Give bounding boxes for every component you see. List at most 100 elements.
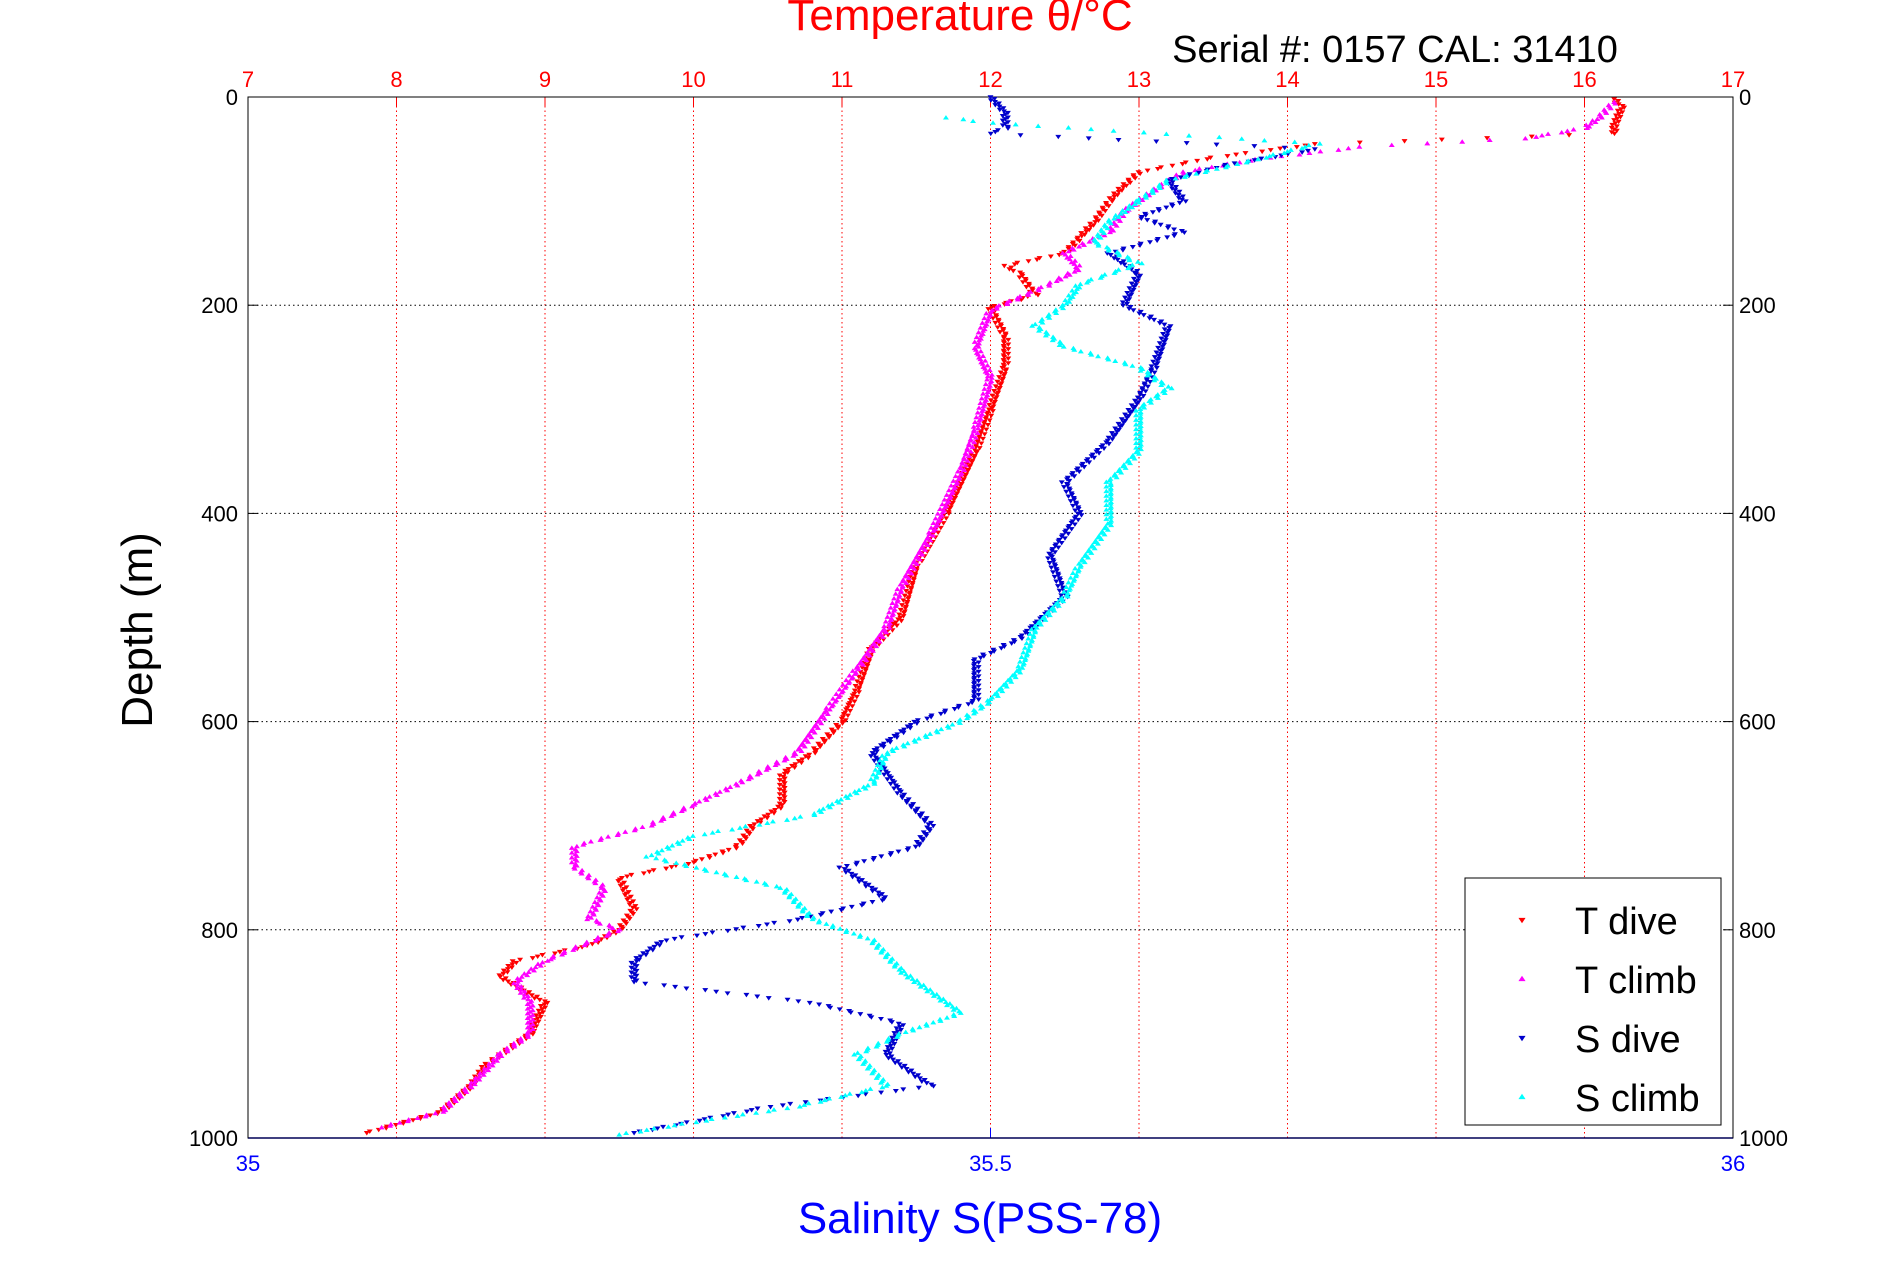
data-point [903,580,910,585]
data-point [945,725,952,730]
data-point [864,782,871,788]
data-point [883,629,890,635]
data-point [689,833,696,838]
data-point [871,758,878,764]
data-point [1032,321,1039,327]
data-point [504,1048,511,1054]
data-point [1150,190,1157,195]
data-point [1157,222,1164,228]
data-point [976,446,983,451]
data-point [751,822,758,827]
data-point [1133,198,1140,203]
salinity-tick-label: 35.5 [969,1151,1012,1176]
data-point [971,455,978,460]
data-point [781,800,788,805]
data-point [568,845,575,850]
data-point [1072,573,1079,579]
data-point [870,771,877,777]
data-point [626,902,633,907]
data-point [904,740,911,746]
data-point [1589,118,1596,123]
data-point [532,964,539,970]
data-point [528,966,535,971]
data-point [624,874,631,879]
data-point [1151,221,1158,226]
data-point [509,962,516,967]
data-point [1103,479,1110,484]
data-point [1001,373,1007,379]
data-point [663,858,670,864]
data-point [1048,606,1055,611]
legend-marker [1518,1093,1526,1100]
data-point [765,996,772,1001]
data-point [899,585,906,590]
data-point [1042,617,1049,622]
data-point [1091,455,1098,461]
data-point [964,458,971,463]
data-point [1124,459,1131,464]
data-point [609,925,616,931]
data-point [1216,134,1223,140]
data-point [1076,244,1083,249]
data-point [1067,296,1073,301]
data-point [1114,257,1121,263]
data-point [683,1120,690,1125]
legend: T dive T climb S dive S climb [1464,877,1722,1126]
data-point [930,528,937,533]
data-point [882,619,889,624]
data-point [1017,133,1024,138]
data-point [863,651,870,656]
data-point [973,414,980,420]
data-point [900,598,907,603]
data-point [605,834,612,839]
data-point [533,1013,540,1018]
data-point [1154,358,1161,363]
data-point [387,1123,394,1128]
data-point [839,721,846,726]
data-point [1124,290,1131,296]
data-point [894,1034,901,1039]
data-point [960,116,967,122]
data-point [1153,350,1160,355]
data-point [660,816,667,822]
data-point [1001,354,1008,360]
data-point [432,1110,439,1116]
data-point [946,506,953,512]
data-point [1056,342,1063,347]
data-point [972,435,979,440]
data-point [1019,636,1025,642]
data-point [827,1005,834,1011]
data-point [511,1044,518,1049]
data-point [777,806,784,811]
temperature-tick-label: 16 [1572,67,1596,92]
data-point [869,940,876,946]
data-point [1005,347,1012,352]
data-point [639,824,646,830]
data-point [918,1079,925,1084]
data-point [668,813,675,818]
data-point [973,450,980,456]
data-point [801,743,808,749]
data-point [980,353,987,358]
data-point [594,894,601,900]
data-point [622,829,629,834]
data-point [970,658,977,664]
data-point [868,776,874,782]
data-point [924,716,931,722]
data-point [1063,300,1070,306]
data-point [833,691,840,696]
data-point [1181,174,1188,179]
data-point [902,574,909,579]
data-point [781,771,788,777]
data-point [1119,300,1126,305]
data-point [1088,544,1095,549]
data-point [861,859,868,864]
data-point [808,728,815,733]
data-point [1144,168,1151,174]
data-point [1086,460,1093,465]
data-point [1027,289,1034,294]
data-point [514,985,521,990]
data-point [1356,144,1363,149]
data-point [1137,434,1143,439]
